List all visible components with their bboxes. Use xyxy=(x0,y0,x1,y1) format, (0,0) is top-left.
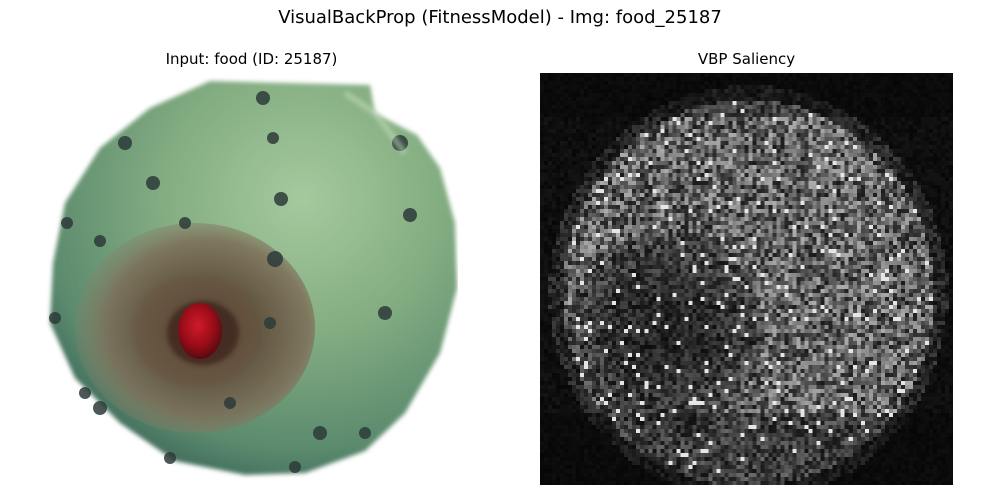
saliency-heatmap xyxy=(540,73,953,485)
fruit-spots xyxy=(49,91,417,473)
food-photo xyxy=(45,73,458,485)
red-seed xyxy=(178,303,222,359)
figure-title: VisualBackProp (FitnessModel) - Img: foo… xyxy=(278,7,722,28)
saliency-map xyxy=(540,73,953,485)
input-image xyxy=(45,73,458,485)
saliency-panel-title: VBP Saliency xyxy=(697,50,796,68)
input-panel-title: Input: food (ID: 25187) xyxy=(165,50,338,68)
